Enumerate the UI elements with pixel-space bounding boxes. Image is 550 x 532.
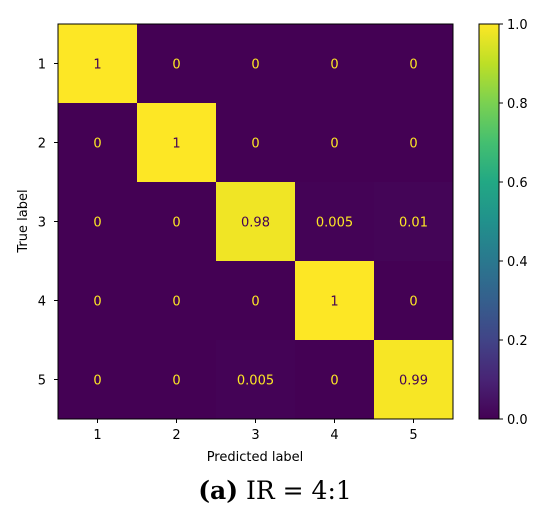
cell-value-label: 0.98 [241, 216, 270, 231]
cell-value-label: 0 [172, 58, 180, 73]
y-tick-label: 2 [38, 137, 46, 152]
confusion-matrix-chart: 1 0 0 0 00 1 0 0 00 0 0.98 0.005 0.010 0 0 1 00 0 0.005 0 0.… [16, 18, 528, 465]
colorbar [478, 23, 500, 420]
cell-value-label: 0 [409, 295, 417, 310]
x-tick-label: 4 [330, 428, 338, 443]
cell-value-label: 0 [409, 137, 417, 152]
cell-value-label: 0 [93, 295, 101, 310]
x-tick-label: 2 [172, 428, 180, 443]
x-tick-label: 5 [409, 428, 417, 443]
cell-value-label: 0.005 [316, 216, 353, 231]
y-tick-label: 5 [38, 374, 46, 389]
heatmap-cell [137, 182, 217, 262]
cell-value-label: 0 [330, 58, 338, 73]
figure-caption: (a) IR = 4:1 [0, 476, 550, 505]
cell-value-label: 0.01 [399, 216, 428, 231]
heatmap-cell [216, 103, 296, 183]
cell-value-label: 0 [172, 216, 180, 231]
colorbar-tick-label: 0.8 [507, 97, 528, 112]
heatmap-cell [374, 103, 454, 183]
heatmap-cell [137, 340, 217, 420]
caption-letter: (a) [198, 476, 239, 505]
cell-value-label: 0 [330, 137, 338, 152]
heatmap-cell [137, 103, 217, 183]
heatmap-cell [216, 24, 296, 104]
colorbar-ticks: 0.0 0.2 0.4 0.6 0.8 1.0 [499, 18, 528, 428]
y-tick-label: 1 [38, 58, 46, 73]
colorbar-tick-label: 0.6 [507, 176, 528, 191]
heatmap-cell [374, 261, 454, 341]
heatmap-cell [137, 261, 217, 341]
heatmap-cell [58, 340, 138, 420]
heatmap-cell [58, 182, 138, 262]
colorbar-tick-label: 0.4 [507, 255, 528, 270]
x-tick-label: 1 [93, 428, 101, 443]
y-axis-ticks: 1 2 3 4 5 [38, 58, 58, 389]
colorbar-tick-label: 0.0 [507, 413, 528, 428]
heatmap-cell [58, 103, 138, 183]
cell-value-label: 1 [93, 58, 101, 73]
heatmap-cell [58, 24, 138, 104]
heatmap-cell [216, 261, 296, 341]
y-tick-label: 4 [38, 295, 46, 310]
cell-value-label: 0.005 [237, 374, 274, 389]
cell-value-label: 0.99 [399, 374, 428, 389]
cell-value-label: 0 [251, 295, 259, 310]
y-axis-label: True label [16, 189, 31, 253]
cell-value-label: 0 [172, 295, 180, 310]
heatmap-cell [295, 182, 375, 262]
cell-value-label: 0 [93, 137, 101, 152]
colorbar-tick-label: 0.2 [507, 334, 528, 349]
cell-value-label: 0 [172, 374, 180, 389]
heatmap-cell [137, 24, 217, 104]
y-tick-label: 3 [38, 216, 46, 231]
cell-value-label: 0 [409, 58, 417, 73]
heatmap-cell [58, 261, 138, 341]
cell-value-label: 0 [251, 137, 259, 152]
heatmap-cell [295, 103, 375, 183]
cell-value-label: 0 [251, 58, 259, 73]
x-tick-label: 3 [251, 428, 259, 443]
cell-value-label: 0 [93, 374, 101, 389]
cell-value-label: 1 [330, 295, 338, 310]
heatmap-cell [216, 182, 296, 262]
x-axis-label: Predicted label [207, 450, 304, 465]
x-axis-ticks: 1 2 3 4 5 [93, 419, 418, 443]
heatmap-cell [216, 340, 296, 420]
heatmap-cells: 1 0 0 0 0 0 1 0 0 0 0 0 0.98 0.005 0.01 0 0 0 1 0 0 0 0.005 0 0.… [58, 24, 454, 420]
heatmap-cell [374, 182, 454, 262]
colorbar-tick-label: 1.0 [507, 18, 528, 33]
heatmap-cell [374, 24, 454, 104]
heatmap-cell [295, 340, 375, 420]
heatmap-cell [374, 340, 454, 420]
caption-text: IR = 4:1 [238, 476, 352, 505]
heatmap-cell [295, 261, 375, 341]
cell-value-label: 0 [330, 374, 338, 389]
cell-value-label: 1 [172, 137, 180, 152]
cell-value-label: 0 [93, 216, 101, 231]
heatmap-cell [295, 24, 375, 104]
